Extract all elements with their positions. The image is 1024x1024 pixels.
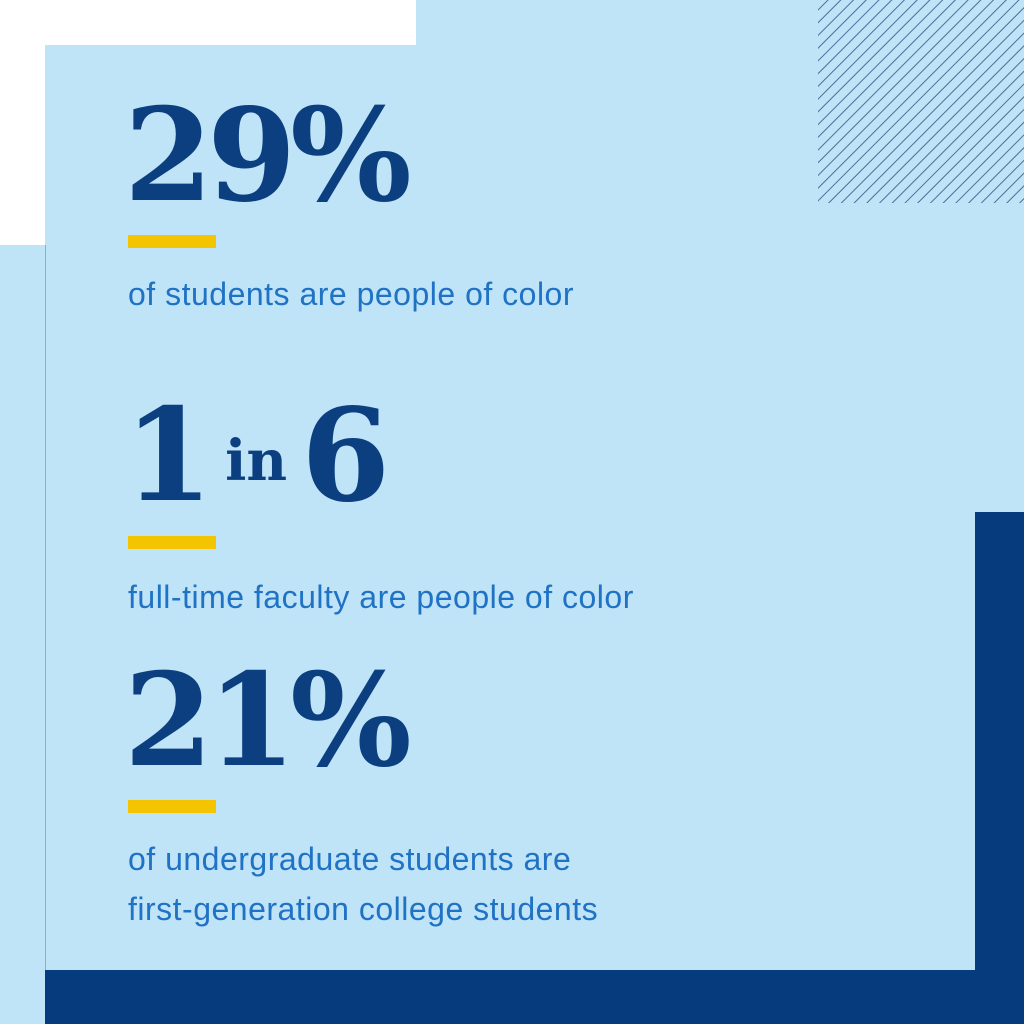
stat-figure: 29% xyxy=(124,81,409,231)
figure-part: 1 xyxy=(124,381,207,531)
white-corner-top xyxy=(0,0,416,45)
accent-bar xyxy=(128,235,216,248)
figure-part: 6 xyxy=(301,381,384,531)
hatch-pattern xyxy=(818,0,1024,203)
stat-caption: of students are people of color xyxy=(128,276,574,312)
white-corner-left xyxy=(0,0,45,245)
navy-block-bottom xyxy=(45,970,1024,1024)
stat-caption: full-time faculty are people of color xyxy=(128,579,634,615)
stat-caption: of undergraduate students are xyxy=(128,841,571,877)
figure-part: in xyxy=(225,428,287,494)
navy-block-right xyxy=(975,512,1024,1024)
accent-bar xyxy=(128,800,216,813)
accent-bar xyxy=(128,536,216,549)
stat-figure: 1 in 6 xyxy=(124,381,384,531)
stat-caption: first-generation college students xyxy=(128,891,598,927)
stat-figure: 21% xyxy=(124,646,409,796)
